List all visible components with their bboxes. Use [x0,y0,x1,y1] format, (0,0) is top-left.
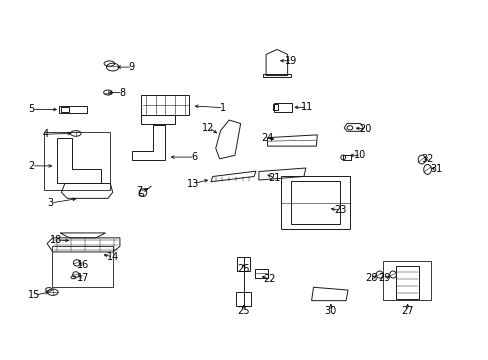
Bar [236,257,250,271]
Text: 14: 14 [106,252,119,262]
Text: 26: 26 [237,264,249,274]
Text: 1: 1 [220,103,225,113]
Text: 12: 12 [202,123,214,133]
Bar [61,107,68,112]
Text: 9: 9 [128,62,135,72]
Text: 20: 20 [358,124,371,134]
Text: 6: 6 [191,152,197,162]
Text: 16: 16 [77,260,89,270]
Text: 11: 11 [300,102,312,112]
Text: 27: 27 [400,306,413,316]
Text: 4: 4 [42,129,49,139]
Text: 10: 10 [354,150,366,160]
Text: 25: 25 [237,306,249,316]
Text: 3: 3 [47,198,53,208]
Text: 18: 18 [50,235,62,245]
Bar [43,132,110,190]
Text: 17: 17 [77,273,89,283]
Bar [236,292,250,306]
Text: 28: 28 [365,273,377,283]
Text: 7: 7 [136,186,142,196]
Text: 13: 13 [187,179,199,189]
Text: 32: 32 [421,154,433,164]
Text: 30: 30 [324,306,336,316]
Bar [52,246,113,287]
Bar [273,104,278,111]
Text: 24: 24 [261,133,273,143]
Bar [395,266,418,298]
Text: 8: 8 [119,87,125,98]
Text: 5: 5 [28,104,34,114]
Text: 2: 2 [28,161,34,171]
Text: 21: 21 [267,173,280,183]
Bar [383,261,430,300]
Text: 31: 31 [429,165,442,174]
Bar [273,103,291,112]
Bar [59,105,87,113]
Text: 19: 19 [285,56,297,66]
Text: 23: 23 [333,205,346,215]
Text: 15: 15 [27,291,40,300]
Text: 22: 22 [263,274,276,284]
Text: 29: 29 [378,273,390,283]
